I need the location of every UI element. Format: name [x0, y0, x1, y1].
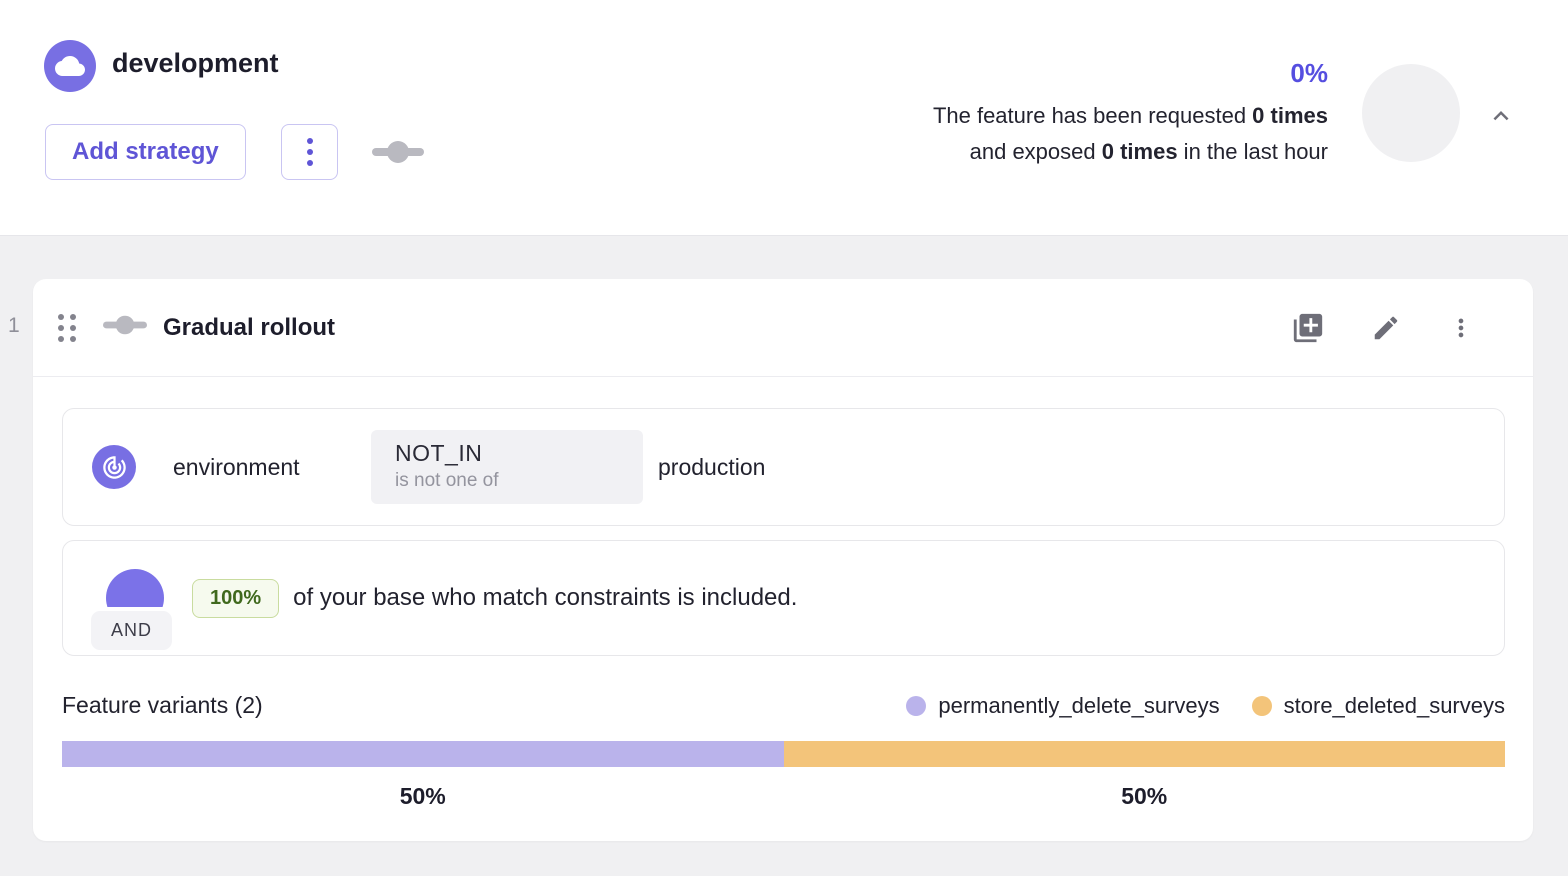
metrics-line2-suffix: in the last hour: [1177, 139, 1328, 164]
constraint-value: production: [658, 453, 766, 480]
cloud-icon: [44, 40, 96, 92]
rollout-percentage-badge: 100%: [192, 578, 280, 618]
metrics-requested-count: 0 times: [1252, 103, 1328, 128]
strategy-title: Gradual rollout: [163, 313, 336, 341]
strategy-slider-icon: [372, 141, 424, 168]
rollout-description: of your base who match constraints is in…: [293, 584, 798, 611]
copy-strategy-button[interactable]: [1285, 305, 1331, 351]
metrics-exposed-count: 0 times: [1101, 139, 1178, 164]
constraint-row: environment NOT_IN is not one of product…: [62, 408, 1505, 526]
gradual-rollout-icon: [103, 315, 147, 340]
track-changes-icon: [92, 445, 136, 489]
legend-item: permanently_delete_surveys: [906, 692, 1220, 719]
environment-name: development: [112, 48, 279, 78]
pencil-icon: [1374, 316, 1398, 339]
add-strategy-button[interactable]: Add strategy: [45, 124, 246, 180]
edit-strategy-button[interactable]: [1365, 307, 1407, 349]
copy-add-icon: [1293, 313, 1323, 342]
variant-dot-icon: [906, 695, 927, 716]
metrics-line1-text: The feature has been requested: [932, 103, 1253, 128]
variant-segment: [62, 741, 784, 767]
legend-label: store_deleted_surveys: [1283, 692, 1505, 718]
chevron-up-icon: [1493, 111, 1509, 121]
metrics-donut-chart: [1362, 64, 1460, 162]
variant-dot-icon: [1251, 695, 1272, 716]
operator-description: is not one of: [395, 470, 499, 491]
collapse-section-button[interactable]: [1479, 94, 1523, 138]
drag-handle[interactable]: [58, 313, 76, 342]
variant-weight-label: 50%: [1121, 783, 1168, 809]
legend-item: store_deleted_surveys: [1251, 692, 1505, 719]
strategy-card-body: environment NOT_IN is not one of product…: [33, 377, 1533, 810]
variant-weights: 50% 50%: [62, 783, 1505, 810]
variant-weight-label: 50%: [399, 783, 446, 809]
metrics-line-2: and exposed 0 times in the last hour: [933, 134, 1328, 170]
environment-menu-button[interactable]: [281, 124, 338, 180]
kebab-vertical-icon: [1458, 318, 1464, 337]
constraint-conjunction: AND: [91, 611, 173, 650]
variants-title: Feature variants (2): [62, 692, 263, 718]
kebab-vertical-icon: [306, 138, 313, 166]
variants-distribution-bar: [62, 741, 1505, 767]
strategy-index: 1: [8, 314, 20, 337]
exposure-percentage: 0%: [1290, 58, 1328, 88]
operator-name: NOT_IN: [395, 440, 483, 466]
metrics-line-1: The feature has been requested 0 times: [933, 98, 1328, 134]
rollout-row: 100% of your base who match constraints …: [62, 540, 1505, 656]
context-field-name: environment: [173, 453, 300, 480]
operator-badge: NOT_IN is not one of: [371, 430, 643, 504]
variants-legend: permanently_delete_surveys store_deleted…: [906, 693, 1505, 719]
strategy-card-header: Gradual rollout: [33, 279, 1533, 377]
legend-label: permanently_delete_surveys: [938, 692, 1220, 718]
environment-header: development Add strategy 0% The feature …: [0, 0, 1568, 236]
exposure-metrics: 0% The feature has been requested 0 time…: [933, 56, 1328, 170]
variants-header: Feature variants (2) permanently_delete_…: [62, 692, 1505, 719]
variant-segment: [783, 741, 1505, 767]
metrics-line2-text: and exposed: [969, 139, 1102, 164]
strategy-card: Gradual rollout environment NOT_IN: [33, 279, 1533, 841]
strategy-menu-button[interactable]: [1441, 308, 1481, 348]
